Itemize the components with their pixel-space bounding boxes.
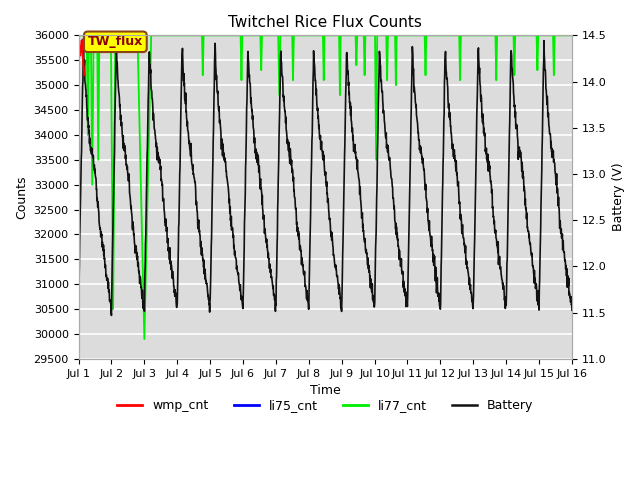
Text: TW_flux: TW_flux: [88, 36, 143, 48]
Title: Twitchel Rice Flux Counts: Twitchel Rice Flux Counts: [228, 15, 422, 30]
Y-axis label: Battery (V): Battery (V): [612, 163, 625, 231]
X-axis label: Time: Time: [310, 384, 340, 397]
Legend: wmp_cnt, li75_cnt, li77_cnt, Battery: wmp_cnt, li75_cnt, li77_cnt, Battery: [113, 395, 538, 418]
Y-axis label: Counts: Counts: [15, 175, 28, 219]
